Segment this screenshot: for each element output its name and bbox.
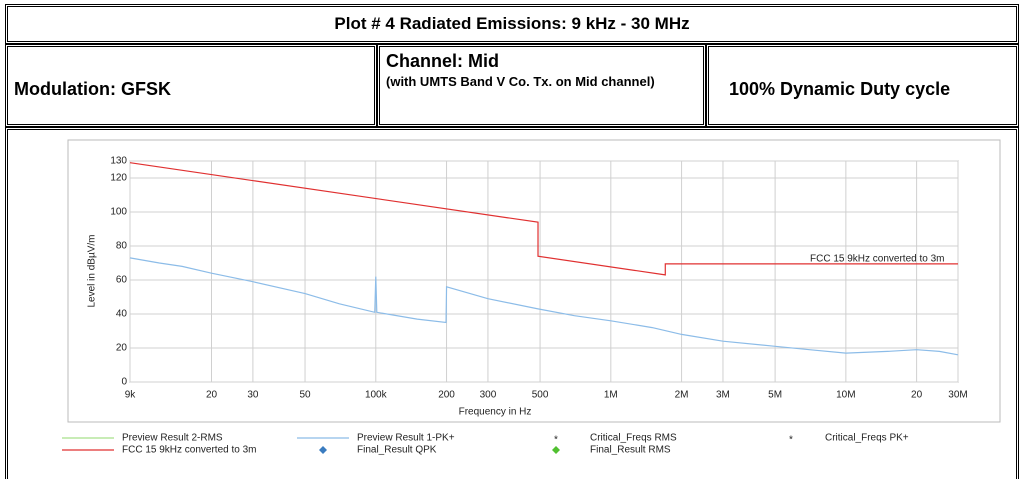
legend-swatch: * — [789, 435, 793, 446]
legend-label: FCC 15 9kHz converted to 3m — [122, 445, 257, 456]
x-tick-label: 9k — [125, 390, 137, 401]
series-line — [129, 162, 958, 276]
channel: Channel: Mid — [386, 51, 499, 71]
x-axis-label: Frequency in Hz — [459, 407, 532, 418]
x-tick-label: 10M — [836, 390, 855, 401]
channel-note: (with UMTS Band V Co. Tx. on Mid channel… — [386, 74, 655, 89]
modulation: Modulation: GFSK — [14, 79, 171, 99]
annotation: FCC 15 9kHz converted to 3m — [810, 253, 945, 264]
x-tick-label: 5M — [768, 390, 782, 401]
legend-swatch: * — [554, 435, 558, 446]
chart-frame — [67, 139, 1001, 423]
x-tick-label: 30M — [948, 390, 967, 401]
y-tick-label: 130 — [110, 156, 127, 167]
legend-label: Final_Result RMS — [590, 445, 671, 456]
y-tick-label: 80 — [116, 241, 128, 252]
chart: Frequency in Hz Level in dBµV/m 0 20 40 60 8… — [62, 139, 1001, 456]
x-tick-label: 2M — [675, 390, 689, 401]
x-tick-label: 500 — [532, 390, 549, 401]
x-tick-label: 1M — [604, 390, 618, 401]
y-tick-label: 120 — [110, 173, 127, 184]
plot-area — [129, 160, 959, 383]
x-tick-label: 100k — [365, 390, 388, 401]
x-tick-label: 20 — [206, 390, 218, 401]
legend-swatch — [552, 446, 560, 454]
x-tick-label: 300 — [480, 390, 497, 401]
y-tick-label: 100 — [110, 207, 127, 218]
legend-label: Preview Result 2-RMS — [122, 433, 223, 444]
legend-label: Critical_Freqs RMS — [590, 433, 677, 444]
legend-label: Preview Result 1-PK+ — [357, 433, 455, 444]
modulation-cell: Modulation: GFSK — [5, 44, 377, 127]
chart-cell — [5, 127, 1019, 479]
legend-label: Final_Result QPK — [357, 445, 437, 456]
channel-cell: Channel: Mid (with UMTS Band V Co. Tx. o… — [377, 44, 706, 127]
x-tick-label: 30 — [247, 390, 259, 401]
y-tick-label: 60 — [116, 275, 128, 286]
duty-cell: 100% Dynamic Duty cycle — [706, 44, 1019, 127]
x-tick-label: 20 — [911, 390, 923, 401]
x-tick-label: 50 — [299, 390, 311, 401]
legend-swatch — [319, 446, 327, 454]
y-tick-label: 40 — [116, 309, 128, 320]
x-tick-label: 200 — [438, 390, 455, 401]
duty-cycle: 100% Dynamic Duty cycle — [729, 79, 951, 99]
series-line — [129, 257, 959, 356]
y-tick-label: 0 — [121, 377, 127, 388]
x-tick-label: 3M — [716, 390, 730, 401]
title: Plot # 4 Radiated Emissions: 9 kHz - 30 … — [334, 14, 690, 33]
legend-label: Critical_Freqs PK+ — [825, 433, 909, 444]
y-tick-label: 20 — [116, 343, 128, 354]
title-cell: Plot # 4 Radiated Emissions: 9 kHz - 30 … — [5, 4, 1019, 44]
y-axis-label: Level in dBµV/m — [87, 234, 98, 307]
